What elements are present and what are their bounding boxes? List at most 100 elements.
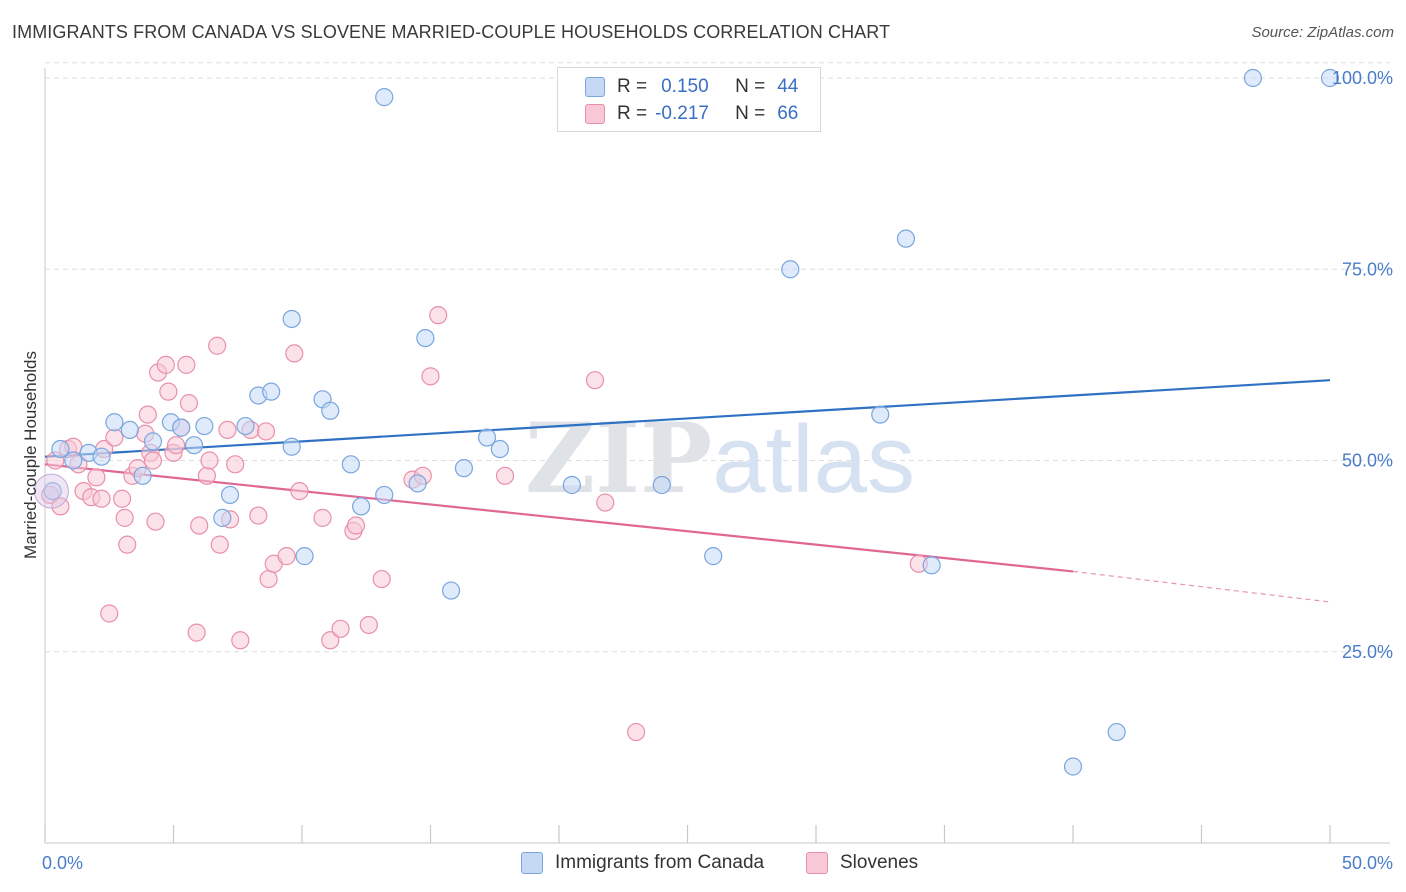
data-point-slovenes <box>118 535 137 554</box>
data-point-canada <box>1107 722 1126 742</box>
data-point-canada <box>195 416 214 436</box>
data-point-canada <box>105 413 124 432</box>
data-point-slovenes <box>359 615 378 635</box>
data-point-canada <box>704 547 723 566</box>
data-point-slovenes <box>429 306 448 325</box>
legend-n-label: N = <box>735 76 766 97</box>
data-point-canada <box>408 474 427 493</box>
data-point-slovenes <box>259 569 278 589</box>
x-tick-label-min: 0.0% <box>42 853 83 873</box>
data-point-slovenes <box>159 382 178 401</box>
data-point-canada <box>262 382 281 401</box>
trend-line-slovenes-extension <box>1072 570 1331 603</box>
data-point-canada <box>441 581 461 600</box>
data-point-canada <box>1320 68 1340 88</box>
correlation-legend: R = 0.150 N = 44 R = -0.217 N = 66 <box>557 67 821 132</box>
data-point-slovenes <box>100 604 119 623</box>
data-point-slovenes <box>146 512 165 531</box>
data-point-canada <box>120 420 139 439</box>
legend-swatch-slovenes <box>806 852 828 874</box>
data-point-canada <box>321 401 340 420</box>
data-point-slovenes <box>187 623 206 642</box>
data-point-slovenes <box>197 466 217 485</box>
data-point-slovenes <box>226 455 245 474</box>
data-point-canada <box>282 309 301 329</box>
data-point-canada <box>236 416 255 436</box>
data-point-canada <box>184 436 204 455</box>
legend-r-label: R = <box>617 76 648 97</box>
data-point-canada <box>562 475 581 495</box>
data-point-slovenes <box>331 619 350 638</box>
data-point-slovenes <box>156 355 175 374</box>
data-point-canada <box>375 88 394 107</box>
data-point-canada <box>341 455 360 474</box>
data-point-slovenes <box>210 535 229 554</box>
data-point-canada <box>781 260 800 279</box>
data-point-slovenes <box>92 489 111 508</box>
data-point-canada <box>133 466 152 485</box>
data-point-slovenes <box>495 466 515 485</box>
source-label: Source: ZipAtlas.com <box>1251 24 1394 41</box>
data-point-slovenes <box>249 506 268 525</box>
data-point-slovenes <box>112 489 132 508</box>
data-point-slovenes <box>179 394 199 413</box>
y-tick-label: 25.0% <box>1342 642 1393 662</box>
trend-line-slovenes <box>44 463 1074 573</box>
data-point-canada <box>871 405 890 424</box>
y-axis-label: Married-couple Households <box>21 351 40 559</box>
data-point-canada <box>282 437 301 456</box>
data-point-slovenes <box>372 569 391 589</box>
y-tick-label: 50.0% <box>1342 451 1393 471</box>
data-point-slovenes <box>321 631 340 650</box>
legend-n-label: N = <box>735 103 766 124</box>
data-point-slovenes <box>290 482 309 501</box>
data-point-canada <box>416 329 435 348</box>
legend-r-value-canada: 0.150 <box>661 76 709 97</box>
legend-item-slovenes: Slovenes <box>806 852 918 874</box>
data-point-slovenes <box>626 722 646 742</box>
legend-n-value-canada: 44 <box>777 76 799 97</box>
legend-swatch-slovenes <box>585 104 605 124</box>
data-point-canada <box>295 547 314 566</box>
x-tick-labels: 0.0% 50.0% <box>42 853 1393 873</box>
data-point-slovenes <box>313 508 332 527</box>
data-point-slovenes <box>200 451 219 470</box>
y-tick-labels: 25.0% 50.0% 75.0% 100.0% <box>1332 68 1393 662</box>
data-point-canada <box>477 428 497 447</box>
data-point-canada <box>352 497 371 516</box>
data-point-canada <box>43 482 62 501</box>
series-legend: Immigrants from Canada Slovenes <box>0 850 1406 878</box>
data-point-canada <box>1063 757 1083 776</box>
data-point-canada <box>922 556 941 575</box>
data-point-slovenes <box>218 420 237 439</box>
data-point-slovenes <box>231 631 250 650</box>
legend-row-slovenes: R = -0.217 N = 66 <box>558 101 798 127</box>
legend-r-value-slovenes: -0.217 <box>655 103 709 124</box>
data-point-slovenes <box>208 336 227 355</box>
legend-row-canada: R = 0.150 N = 44 <box>558 74 798 100</box>
data-point-slovenes <box>585 371 605 390</box>
data-point-cluster <box>33 473 69 509</box>
data-point-canada <box>92 447 111 466</box>
data-point-slovenes <box>277 547 296 566</box>
trend-line-canada <box>44 379 1331 458</box>
data-point-canada <box>64 451 83 470</box>
data-point-slovenes <box>285 344 304 363</box>
data-point-slovenes <box>177 355 196 374</box>
axes <box>44 68 1390 844</box>
data-point-canada <box>490 439 509 459</box>
grid-lines <box>45 62 1390 653</box>
data-point-canada <box>213 508 232 527</box>
data-point-canada <box>220 485 240 505</box>
data-point-canada <box>143 432 163 451</box>
data-point-slovenes <box>421 367 440 386</box>
legend-swatch-canada <box>585 77 605 97</box>
y-tick-label: 75.0% <box>1342 259 1393 279</box>
data-point-slovenes <box>87 468 106 487</box>
legend-item-canada: Immigrants from Canada <box>521 852 764 874</box>
legend-label-slovenes: Slovenes <box>840 852 919 873</box>
data-point-slovenes <box>190 516 209 535</box>
data-point-canada <box>375 485 394 505</box>
y-tick-label: 100.0% <box>1332 68 1393 88</box>
